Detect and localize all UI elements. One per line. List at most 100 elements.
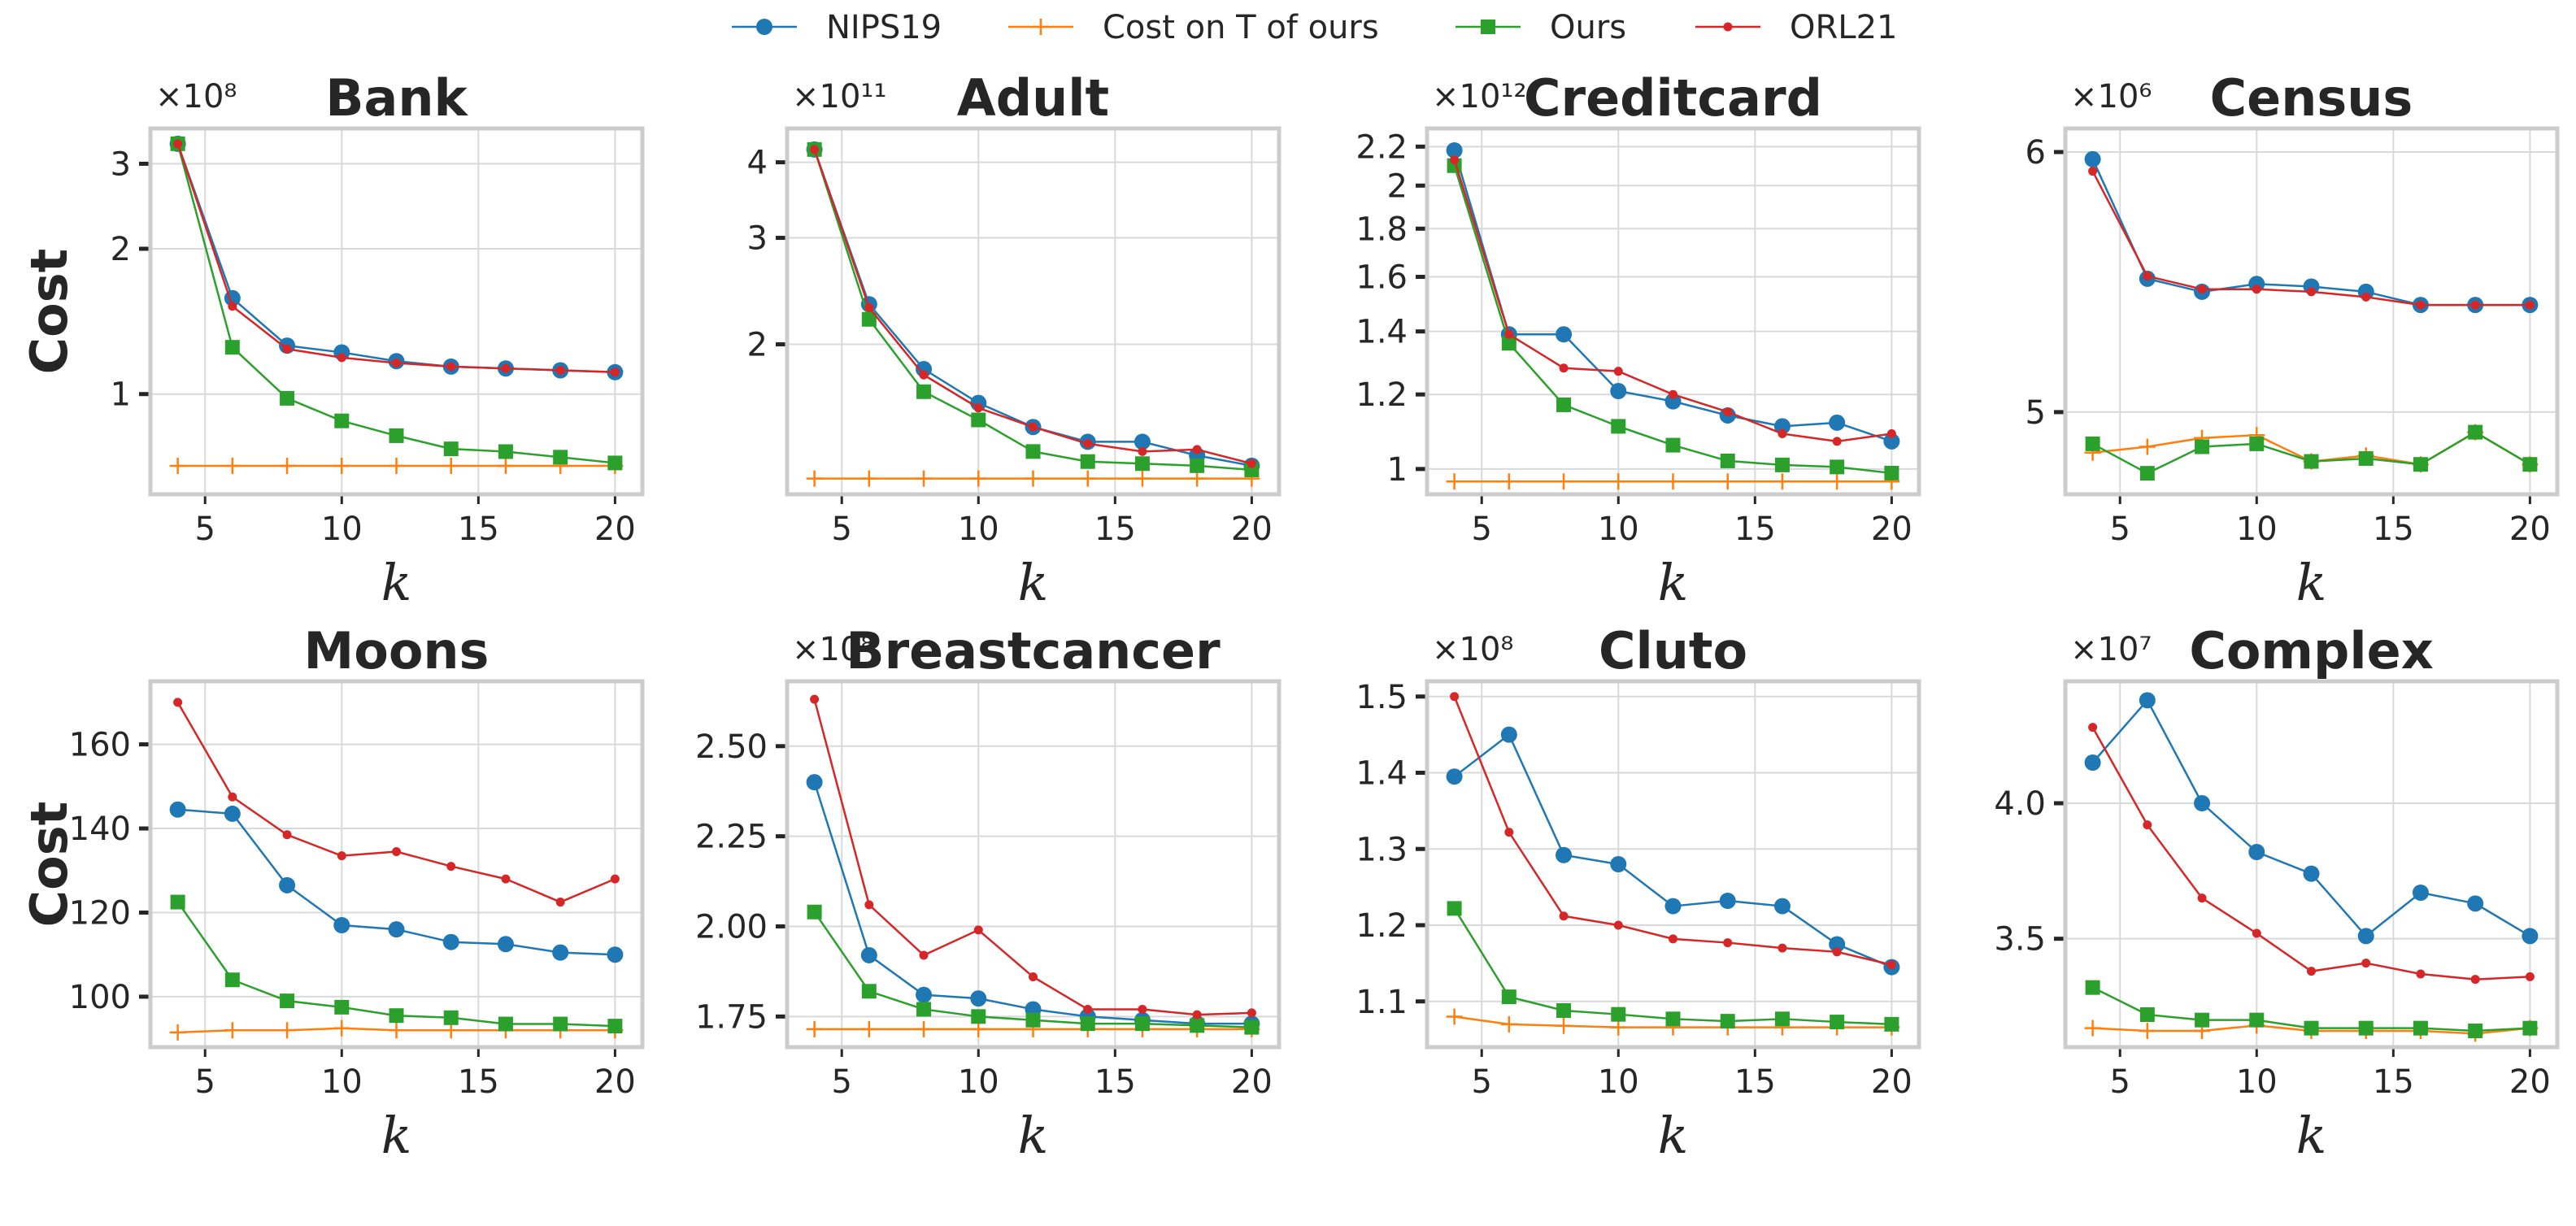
series-cost-on-t-of-ours bbox=[806, 470, 1260, 487]
data-point-cost-on-t-of-ours bbox=[169, 458, 186, 475]
data-point-cost-on-t-of-ours bbox=[860, 470, 877, 487]
data-point-nips19 bbox=[1664, 393, 1682, 410]
data-point-ours bbox=[2468, 424, 2483, 440]
data-point-ours bbox=[2468, 1024, 2483, 1038]
y-tick-label: 1.75 bbox=[695, 998, 768, 1036]
data-point-nips19 bbox=[2412, 885, 2429, 901]
data-point-ours bbox=[1025, 1012, 1041, 1028]
data-point-orl21 bbox=[1669, 934, 1677, 944]
y-tick-label: 2.2 bbox=[1355, 128, 1408, 166]
y-axis-multiplier: ×10⁸ bbox=[792, 631, 873, 668]
y-axis-label: Cost bbox=[20, 249, 79, 375]
data-point-orl21 bbox=[501, 874, 511, 884]
data-point-ours bbox=[2085, 436, 2100, 451]
data-point-ours bbox=[607, 455, 623, 471]
data-point-cost-on-t-of-ours bbox=[333, 458, 350, 475]
data-point-cost-on-t-of-ours bbox=[806, 470, 823, 487]
data-point-cost-on-t-of-ours bbox=[1079, 470, 1096, 487]
data-point-orl21 bbox=[2525, 300, 2535, 310]
data-point-orl21 bbox=[2197, 285, 2207, 294]
data-point-cost-on-t-of-ours bbox=[1134, 470, 1151, 487]
data-point-nips19 bbox=[2194, 795, 2211, 811]
data-point-ours bbox=[2522, 1020, 2538, 1036]
chart-title: Creditcard bbox=[1524, 68, 1822, 128]
data-point-ours bbox=[1665, 437, 1681, 453]
chart-title: Moons bbox=[304, 621, 490, 680]
x-tick-label: 10 bbox=[1598, 1063, 1639, 1101]
data-point-cost-on-t-of-ours bbox=[806, 1020, 823, 1037]
data-point-orl21 bbox=[2361, 959, 2371, 968]
x-tick-label: 15 bbox=[1094, 1063, 1136, 1101]
data-point-nips19 bbox=[2084, 150, 2101, 167]
series-orl21 bbox=[2088, 723, 2535, 985]
series-orl21 bbox=[2088, 167, 2535, 310]
chart-census: 5 10 15 20 5 6 Census ×10⁶ k bbox=[2026, 68, 2560, 612]
data-point-cost-on-t-of-ours bbox=[1664, 473, 1682, 490]
data-point-orl21 bbox=[2143, 272, 2152, 281]
data-point-orl21 bbox=[2416, 300, 2426, 310]
y-axis-multiplier: ×10⁸ bbox=[155, 78, 237, 115]
data-point-orl21 bbox=[173, 139, 183, 149]
data-point-nips19 bbox=[2522, 928, 2539, 945]
data-point-orl21 bbox=[2088, 723, 2098, 733]
data-point-orl21 bbox=[1669, 389, 1677, 399]
data-point-cost-on-t-of-ours bbox=[224, 1022, 241, 1039]
x-tick-label: 5 bbox=[194, 1063, 215, 1101]
data-point-ours bbox=[1025, 444, 1041, 459]
x-axis-label: k bbox=[1018, 1106, 1049, 1165]
data-point-nips19 bbox=[1556, 326, 1573, 343]
data-point-nips19 bbox=[1610, 856, 1627, 872]
data-point-ours bbox=[2358, 450, 2374, 466]
legend-item-orl21: ORL21 bbox=[1695, 9, 1897, 46]
data-point-nips19 bbox=[2303, 865, 2320, 882]
data-point-ours bbox=[1501, 989, 1516, 1005]
plot-frame bbox=[148, 679, 645, 1050]
data-point-ours bbox=[224, 972, 240, 988]
plot-frame bbox=[785, 126, 1281, 497]
data-point-ours bbox=[916, 1002, 932, 1017]
data-point-nips19 bbox=[1134, 433, 1151, 450]
data-point-cost-on-t-of-ours bbox=[1500, 1015, 1517, 1033]
y-axis-multiplier: ×10¹¹ bbox=[792, 78, 886, 115]
data-point-nips19 bbox=[388, 921, 405, 938]
legend-label-orl21: ORL21 bbox=[1790, 9, 1897, 46]
x-tick-label: 5 bbox=[1471, 511, 1491, 548]
data-point-cost-on-t-of-ours bbox=[2139, 1023, 2156, 1039]
x-tick-label: 20 bbox=[1871, 1063, 1912, 1101]
plot-frame bbox=[148, 126, 645, 497]
data-point-cost-on-t-of-ours bbox=[442, 458, 459, 475]
series-orl21 bbox=[1450, 155, 1896, 446]
data-point-cost-on-t-of-ours bbox=[1500, 473, 1517, 490]
chart-title: Complex bbox=[2189, 621, 2433, 680]
data-point-cost-on-t-of-ours bbox=[1610, 1019, 1627, 1036]
y-tick-label: 1.5 bbox=[1355, 679, 1408, 716]
data-point-orl21 bbox=[337, 353, 346, 363]
data-point-orl21 bbox=[392, 846, 401, 856]
data-point-ours bbox=[280, 390, 295, 406]
y-tick-label: 140 bbox=[69, 811, 131, 848]
data-point-nips19 bbox=[1883, 433, 1900, 450]
data-point-nips19 bbox=[1500, 726, 1517, 743]
data-point-ours bbox=[2304, 1020, 2319, 1036]
data-point-orl21 bbox=[1886, 960, 1896, 970]
x-tick-label: 10 bbox=[958, 511, 999, 548]
chart-moons: 5 10 15 20 100 120 140 160 Moons k Cost bbox=[20, 621, 645, 1165]
plot-frame bbox=[1425, 126, 1921, 497]
x-tick-label: 20 bbox=[2509, 511, 2551, 548]
data-point-ours bbox=[334, 413, 350, 428]
data-point-cost-on-t-of-ours bbox=[279, 458, 296, 475]
x-tick-label: 20 bbox=[1231, 511, 1273, 548]
legend-marker-orl21 bbox=[1723, 22, 1733, 32]
data-point-orl21 bbox=[810, 145, 820, 154]
data-point-orl21 bbox=[973, 925, 983, 935]
data-point-cost-on-t-of-ours bbox=[1446, 473, 1463, 490]
data-point-ours bbox=[1774, 1011, 1790, 1027]
legend-label-ours: Ours bbox=[1550, 9, 1626, 46]
x-tick-label: 15 bbox=[458, 511, 499, 548]
chart-cluto: 5 10 15 20 1.1 1.2 1.3 1.4 1.5 Cluto ×10⁸ k bbox=[1355, 621, 1921, 1165]
y-tick-label: 1.2 bbox=[1355, 907, 1408, 945]
chart-breastcancer: 5 10 15 20 1.75 2.00 2.25 2.50 Breastcancer×10⁸ k bbox=[695, 621, 1281, 1165]
data-point-cost-on-t-of-ours bbox=[1829, 473, 1846, 490]
data-point-orl21 bbox=[1613, 920, 1623, 930]
